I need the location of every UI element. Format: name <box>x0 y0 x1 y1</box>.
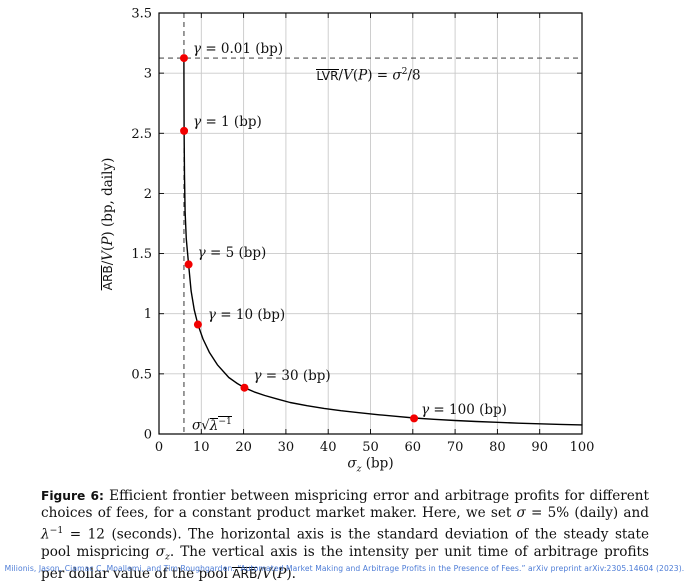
text-segment: = 100 (bp) <box>429 401 507 418</box>
text-segment: Efficient frontier between mispricing er… <box>41 488 650 522</box>
text-segment: −1 <box>218 416 232 427</box>
text-segment: P <box>358 67 368 84</box>
x-tick-label: 30 <box>278 440 295 455</box>
text-segment: γ <box>207 307 216 324</box>
chart-canvas: 0 10 20 30 40 50 60 70 80 90 100 0 0.5 1 1.5 2 2.5 3 3.5 <box>131 7 595 456</box>
text-segment: V <box>100 250 116 261</box>
text-segment: = 10 (bp) <box>215 307 286 324</box>
text-segment: = 30 (bp) <box>261 368 331 385</box>
y-tick-label: 1.5 <box>131 247 152 262</box>
text-segment: z <box>164 551 170 563</box>
text-segment: = 5 (bp) <box>205 244 267 261</box>
text-segment: γ <box>197 244 206 261</box>
text-segment: λ <box>209 417 219 434</box>
text-segment: = 1 (bp) <box>201 114 262 131</box>
label-gamma-1: γ = 1 (bp) <box>193 114 262 130</box>
text-segment: LVR <box>316 68 339 83</box>
y-tick-label: 3.5 <box>131 7 152 22</box>
text-segment: Figure 6: <box>41 489 104 503</box>
point-gamma-5 <box>184 260 193 269</box>
x-tick-label: 0 <box>155 440 163 455</box>
point-gamma-1 <box>180 126 189 135</box>
y-axis-label: ARB/V(P) (bp, daily) <box>100 157 116 290</box>
x-tick-label: 60 <box>405 440 422 455</box>
label-gamma-10: γ = 10 (bp) <box>208 307 285 323</box>
x-tick-label: 50 <box>362 440 379 455</box>
text-segment: 2 <box>401 66 408 78</box>
text-segment: σ <box>392 67 402 84</box>
y-tick-label: 0 <box>144 428 152 443</box>
frontier-curve <box>183 57 583 426</box>
x-tick-label: 20 <box>235 440 252 455</box>
text-segment: ) (bp, daily) <box>100 157 116 237</box>
x-tick-label: 100 <box>570 440 595 455</box>
text-segment: = 0.01 (bp) <box>201 40 284 57</box>
text-segment: ARB <box>101 264 115 290</box>
text-segment: / <box>257 566 263 583</box>
label-gamma-100: γ = 100 (bp) <box>421 402 507 418</box>
text-segment: V <box>343 67 353 84</box>
text-segment: P <box>100 236 116 246</box>
x-tick-label: 40 <box>320 440 337 455</box>
point-gamma-30 <box>240 383 249 392</box>
text-segment: (bp) <box>361 455 394 472</box>
text-segment: = 12 (seconds). The horizontal axis is t… <box>41 526 649 561</box>
text-segment: P <box>277 566 287 583</box>
text-segment: ( <box>271 566 278 583</box>
y-tick-label: 2.5 <box>131 127 152 142</box>
text-segment: /8 <box>407 67 421 84</box>
text-segment: σ <box>155 544 165 561</box>
citation-line: Milionis, Jason, Ciamac C. Moallemi, and… <box>4 564 685 573</box>
text-segment: = 5% (daily) and <box>525 505 649 522</box>
point-gamma-10 <box>193 320 202 329</box>
text-segment: z <box>356 463 362 475</box>
text-segment: σ <box>347 455 357 472</box>
text-segment: γ <box>192 40 202 57</box>
y-tick-label: 2 <box>144 187 152 202</box>
label-gamma-5: γ = 5 (bp) <box>198 245 267 261</box>
x-tick-label: 70 <box>447 440 464 455</box>
text-segment: ) = <box>367 67 393 84</box>
text-segment: ( <box>352 67 359 84</box>
text-segment: ( <box>100 245 116 251</box>
text-segment: ). <box>286 566 296 583</box>
text-segment: σ <box>191 417 202 434</box>
sigma-lambda-line-label: σ√λ−1 <box>192 416 232 434</box>
y-tick-label: 1 <box>144 307 152 322</box>
text-segment: √ <box>201 417 210 434</box>
x-tick-label: 10 <box>193 440 210 455</box>
figure-caption: Figure 6: Efficient frontier between mis… <box>41 488 649 583</box>
text-segment: γ <box>421 401 430 418</box>
y-tick-label: 0.5 <box>131 367 152 382</box>
point-gamma-100 <box>410 414 419 423</box>
text-segment: . The vertical axis is the intensity per… <box>41 544 649 583</box>
label-gamma-0.01: γ = 0.01 (bp) <box>193 41 283 57</box>
lvr-line-label: LVR/V(P) = σ2/8 <box>316 66 421 84</box>
x-tick-label: 90 <box>531 440 548 455</box>
text-segment: γ <box>193 114 202 131</box>
point-gamma-0.01 <box>179 54 188 63</box>
text-segment: γ <box>253 368 262 385</box>
y-tick-label: 3 <box>144 67 152 82</box>
text-segment: V <box>262 566 272 583</box>
text-segment: −1 <box>49 525 64 537</box>
text-segment: / <box>338 67 344 84</box>
x-tick-label: 80 <box>489 440 506 455</box>
plot-frame <box>158 12 583 435</box>
text-segment: / <box>100 260 116 265</box>
efficient-frontier-chart: 0 10 20 30 40 50 60 70 80 90 100 0 0.5 1 1.5 2 2.5 3 3.5 γ… <box>100 7 595 475</box>
x-axis-label: σz (bp) <box>347 456 393 475</box>
label-gamma-30: γ = 30 (bp) <box>253 368 330 384</box>
text-segment: σ <box>516 505 526 522</box>
text-segment: λ <box>41 526 50 543</box>
text-segment: ARB <box>232 567 258 582</box>
